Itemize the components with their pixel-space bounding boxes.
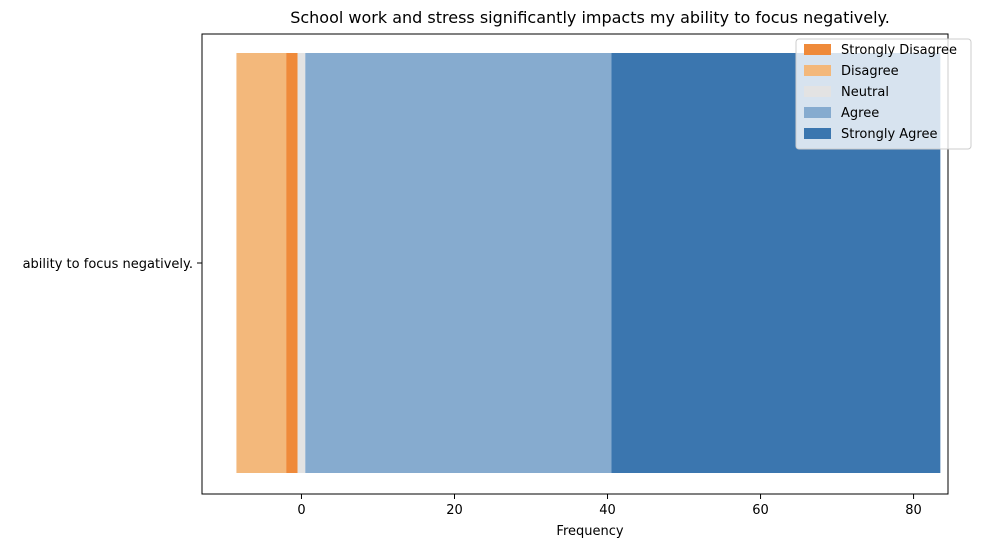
legend-swatch (804, 86, 831, 97)
legend-label: Agree (841, 106, 879, 121)
bar-neutral (297, 53, 306, 473)
bar-disagree (236, 53, 287, 473)
x-tick-label: 0 (297, 503, 305, 518)
y-tick-label: ability to focus negatively. (23, 257, 193, 272)
legend-label: Strongly Disagree (841, 43, 957, 58)
legend-swatch (804, 107, 831, 118)
plot-frame (201, 33, 949, 495)
x-tick-label: 80 (905, 503, 922, 518)
x-axis-label: Frequency (556, 524, 623, 539)
bar-strongly-disagree (286, 53, 298, 473)
legend-swatch (804, 128, 831, 139)
legend-box (795, 38, 972, 150)
y-axis-ticks: ability to focus negatively. (23, 257, 202, 272)
legend-label: Strongly Agree (841, 127, 938, 142)
legend-swatch (804, 65, 831, 76)
x-tick-label: 40 (599, 503, 616, 518)
legend-label: Neutral (841, 85, 889, 100)
legend-swatch (804, 44, 831, 55)
x-tick-label: 60 (752, 503, 769, 518)
legend: Strongly Disagree Disagree Neutral Agree Str… (795, 38, 972, 150)
x-tick-label: 20 (446, 503, 463, 518)
x-axis-ticks: 0 20 40 60 80 (297, 494, 922, 518)
bar-agree (305, 53, 612, 473)
legend-label: Disagree (841, 64, 899, 79)
chart-title: School work and stress significantly imp… (290, 8, 890, 27)
